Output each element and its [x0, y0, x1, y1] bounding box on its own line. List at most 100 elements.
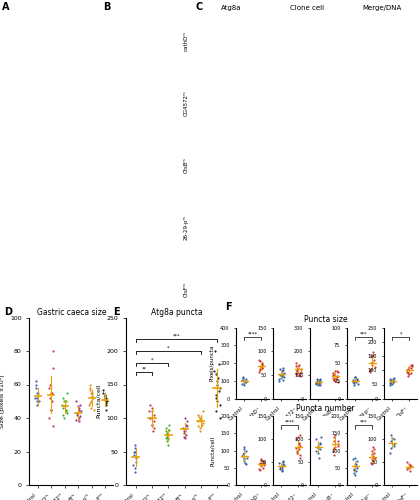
Point [243, 460, 249, 468]
Point [256, 466, 263, 473]
Point [330, 376, 337, 384]
Text: D: D [4, 307, 12, 317]
Point [350, 466, 357, 473]
Point [214, 380, 220, 388]
Point [217, 414, 223, 422]
Point [404, 368, 410, 376]
Point [405, 364, 412, 372]
Point [75, 402, 81, 410]
Point [257, 366, 264, 374]
Point [331, 371, 338, 379]
Point [296, 439, 302, 447]
Point [405, 372, 412, 380]
Point [317, 381, 323, 389]
Point [315, 380, 322, 388]
Point [334, 440, 341, 448]
Point [239, 376, 246, 384]
Point [312, 380, 319, 388]
Point [314, 378, 321, 386]
Point [62, 406, 69, 413]
Point [102, 406, 109, 413]
Point [407, 462, 414, 470]
Point [370, 452, 377, 460]
Point [216, 400, 223, 408]
Point [278, 462, 285, 470]
Point [331, 444, 338, 452]
Point [387, 380, 394, 388]
Point [103, 400, 110, 408]
Point [371, 454, 378, 462]
Point [215, 360, 222, 368]
Point [371, 450, 378, 458]
Point [197, 416, 204, 424]
Point [278, 372, 285, 380]
Point [280, 368, 287, 376]
Point [63, 389, 70, 397]
Point [163, 430, 170, 439]
Point [297, 368, 304, 376]
Point [404, 458, 411, 466]
Point [34, 394, 40, 402]
Point [334, 374, 341, 382]
Point [351, 469, 357, 477]
Point [214, 374, 221, 382]
Point [238, 452, 245, 460]
Point [317, 376, 323, 384]
Text: Atg8a: Atg8a [221, 5, 241, 11]
Point [257, 456, 264, 464]
Point [33, 389, 40, 397]
Point [257, 366, 264, 374]
Text: ***: *** [173, 334, 180, 338]
Point [313, 377, 320, 385]
Point [314, 374, 320, 382]
Point [214, 397, 220, 405]
Point [369, 460, 375, 468]
Point [87, 384, 93, 392]
Point [257, 458, 264, 466]
Point [150, 428, 156, 436]
Point [293, 370, 299, 378]
Y-axis label: Puncta/cell: Puncta/cell [210, 436, 215, 466]
Point [34, 389, 41, 397]
Point [181, 426, 188, 434]
Point [259, 359, 265, 367]
Point [76, 404, 83, 412]
Point [334, 442, 341, 450]
Point [408, 368, 415, 376]
Point [406, 464, 412, 471]
Text: B: B [103, 2, 110, 12]
Point [388, 380, 395, 388]
Point [296, 360, 302, 368]
Point [296, 454, 303, 462]
Point [351, 372, 358, 380]
Point [76, 418, 82, 426]
Point [215, 387, 222, 395]
Point [258, 362, 265, 370]
Point [149, 404, 155, 412]
Point [243, 446, 249, 454]
Point [241, 445, 247, 453]
Point [239, 450, 246, 458]
Point [279, 370, 286, 378]
Point [330, 370, 337, 378]
Point [146, 414, 153, 422]
Point [350, 380, 357, 388]
Point [211, 367, 218, 375]
Point [87, 389, 94, 397]
Point [279, 376, 286, 384]
Point [408, 364, 415, 372]
Point [50, 364, 56, 372]
Point [241, 443, 248, 451]
Point [330, 436, 337, 444]
Point [241, 455, 247, 463]
Point [46, 380, 53, 388]
Point [198, 414, 205, 422]
Point [76, 400, 83, 408]
Point [292, 368, 299, 376]
Point [147, 400, 154, 408]
Point [133, 454, 139, 462]
Text: 26-29-pʳˢ: 26-29-pʳˢ [184, 214, 189, 240]
Point [60, 394, 66, 402]
Point [293, 444, 299, 452]
Point [352, 462, 359, 470]
